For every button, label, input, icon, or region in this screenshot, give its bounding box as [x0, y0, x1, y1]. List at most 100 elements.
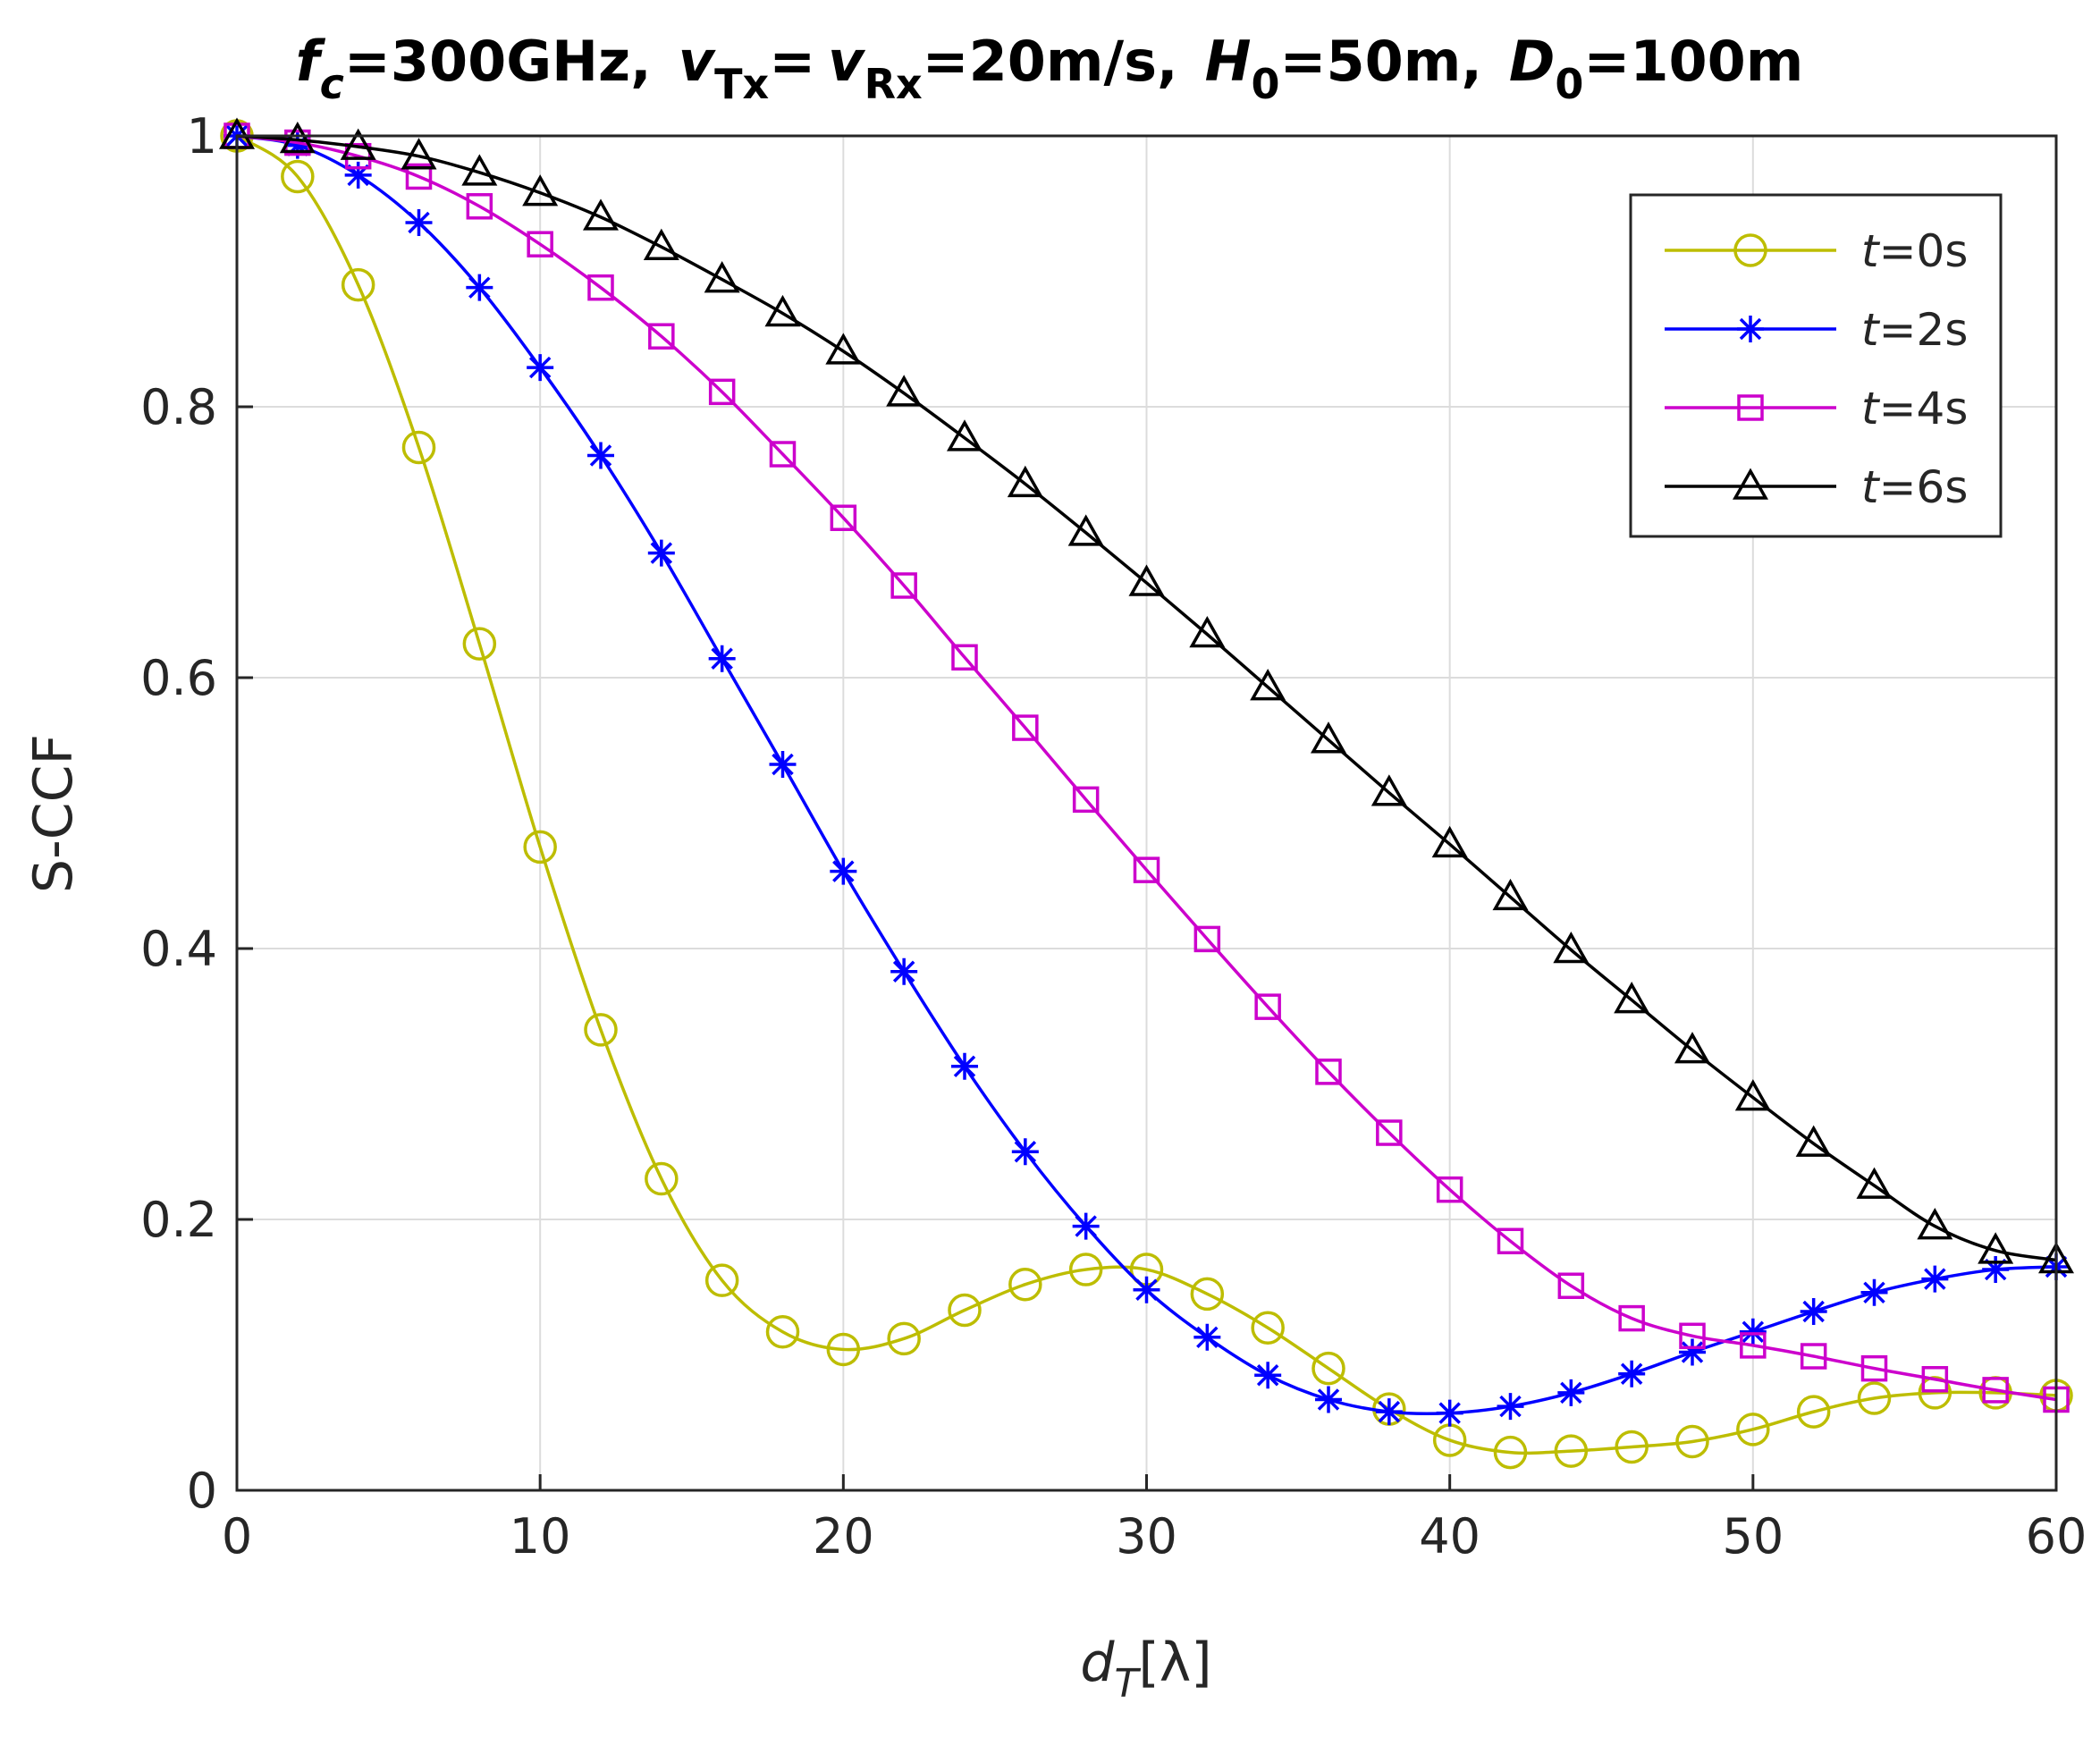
legend: t=0s t=2s t=4s t=6s: [1629, 193, 2003, 538]
data-point: [643, 228, 679, 260]
data-point: [946, 419, 983, 451]
data-point: [344, 142, 372, 170]
legend-marker: [1733, 233, 1767, 267]
data-point: [890, 572, 917, 599]
plot-series: [218, 117, 2075, 1470]
legend-entry: t=4s: [1665, 383, 1968, 434]
x-tick-label: 60: [2026, 1508, 2087, 1565]
data-point: [1492, 878, 1529, 911]
data-point: [527, 354, 554, 382]
data-point: [1917, 1208, 1953, 1240]
data-point: [1497, 1227, 1524, 1254]
data-point: [1012, 714, 1039, 741]
data-point: [1007, 465, 1043, 498]
data-point: [830, 857, 857, 885]
data-point: [1675, 1424, 1709, 1459]
data-point: [1370, 774, 1407, 806]
legend-entry: t=6s: [1665, 461, 1968, 513]
data-point: [1133, 856, 1160, 883]
data-point: [704, 1263, 739, 1297]
data-point: [1072, 786, 1100, 814]
data-point: [1918, 1376, 1952, 1410]
x-tick-label: 40: [1419, 1508, 1480, 1565]
data-point: [1008, 1267, 1042, 1302]
data-point: [405, 163, 433, 190]
data-point: [1193, 925, 1221, 953]
data-point: [522, 174, 559, 207]
data-point: [1978, 1232, 2014, 1264]
series-3: [218, 117, 2075, 1274]
data-point: [1796, 1395, 1831, 1429]
data-point: [826, 1332, 861, 1367]
y-tick-label: 0: [187, 1463, 217, 1519]
data-point: [769, 750, 797, 778]
y-axis-label: S-CCF: [22, 734, 85, 893]
data-point: [405, 208, 433, 236]
data-point: [1254, 1362, 1282, 1389]
series-line: [236, 134, 2057, 1262]
data-point: [1193, 1323, 1221, 1351]
data-point: [951, 1052, 978, 1080]
data-point: [1251, 1311, 1285, 1345]
data-point: [1618, 1304, 1645, 1332]
data-point: [1795, 1125, 1832, 1157]
data-point: [466, 193, 493, 220]
data-point: [1553, 931, 1590, 964]
data-point: [1068, 1253, 1103, 1286]
data-point: [1557, 1272, 1585, 1299]
data-point: [1128, 564, 1165, 596]
data-point: [1250, 669, 1286, 701]
legend-label: t=6s: [1861, 461, 1968, 513]
legend-marker: [1737, 394, 1764, 421]
data-point: [1618, 1360, 1646, 1388]
data-point: [1072, 1212, 1100, 1240]
data-point: [1615, 1430, 1649, 1464]
data-point: [1921, 1265, 1949, 1293]
y-tick-label: 0.4: [140, 921, 217, 977]
data-point: [1614, 982, 1650, 1014]
data-point: [527, 231, 553, 257]
data-point: [830, 504, 857, 531]
data-point: [1375, 1398, 1403, 1426]
legend-marker: [1732, 468, 1769, 500]
data-point: [1734, 1079, 1771, 1111]
data-point: [587, 442, 614, 469]
data-point: [1310, 721, 1347, 754]
data-point: [1982, 1256, 2010, 1284]
data-point: [704, 261, 740, 293]
data-point: [1311, 1351, 1345, 1386]
data-point: [1856, 1167, 1893, 1199]
data-point: [401, 138, 437, 170]
legend-label: t=4s: [1861, 383, 1968, 434]
axis-ticks: 0 10 20 30 40 50 60 0 0.2 0.4 0.6 0.8 1: [140, 108, 2087, 1565]
y-tick-label: 0.6: [140, 650, 217, 706]
data-point: [1011, 1138, 1039, 1166]
y-tick-label: 1: [187, 108, 217, 164]
y-tick-label: 0.2: [140, 1192, 217, 1248]
x-tick-label: 50: [1722, 1508, 1784, 1565]
data-point: [582, 198, 620, 231]
data-point: [1190, 1277, 1225, 1312]
data-point: [281, 159, 315, 194]
data-point: [769, 441, 797, 468]
legend-label: t=0s: [1861, 225, 1968, 277]
data-point: [1982, 1377, 2009, 1404]
x-tick-label: 0: [222, 1508, 252, 1565]
legend-entry: t=2s: [1665, 304, 1968, 356]
data-point: [1860, 1278, 1888, 1306]
data-point: [1679, 1322, 1706, 1350]
data-point: [1431, 825, 1468, 858]
x-axis-label: dT[λ]: [1080, 1632, 1211, 1707]
data-point: [948, 1293, 982, 1328]
data-point: [1376, 1119, 1403, 1146]
data-point: [1557, 1379, 1585, 1406]
data-point: [401, 430, 436, 465]
data-point: [1800, 1343, 1827, 1370]
data-point: [887, 1321, 921, 1356]
data-point: [1679, 1338, 1706, 1366]
data-point: [1189, 615, 1226, 648]
data-point: [1436, 1176, 1463, 1203]
data-point: [1493, 1435, 1528, 1470]
data-point: [1857, 1381, 1892, 1415]
